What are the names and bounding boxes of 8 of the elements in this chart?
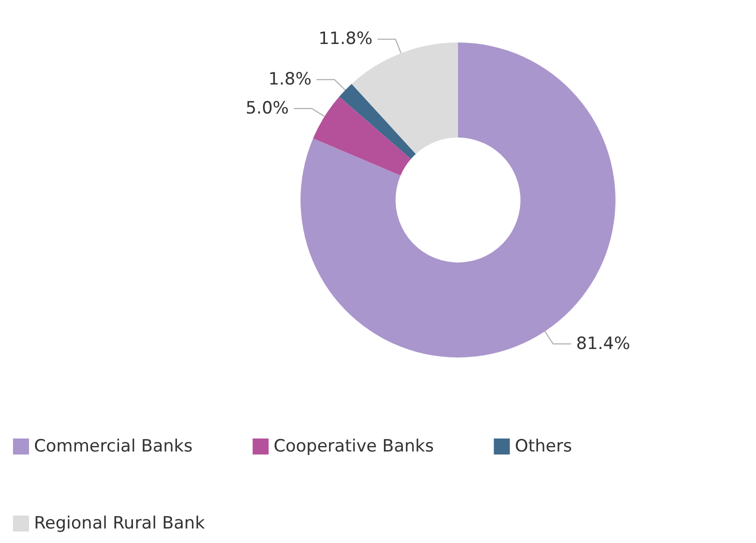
data-label: 11.8% — [318, 29, 373, 50]
legend-label: Regional Rural Bank — [34, 514, 205, 534]
legend-label: Others — [514, 436, 572, 456]
data-label: 5.0% — [246, 98, 289, 119]
legend-label: Commercial Banks — [34, 436, 193, 456]
legend-label: Cooperative Banks — [274, 436, 434, 456]
data-label: 81.4% — [576, 334, 630, 354]
data-label: 1.8% — [268, 70, 312, 90]
